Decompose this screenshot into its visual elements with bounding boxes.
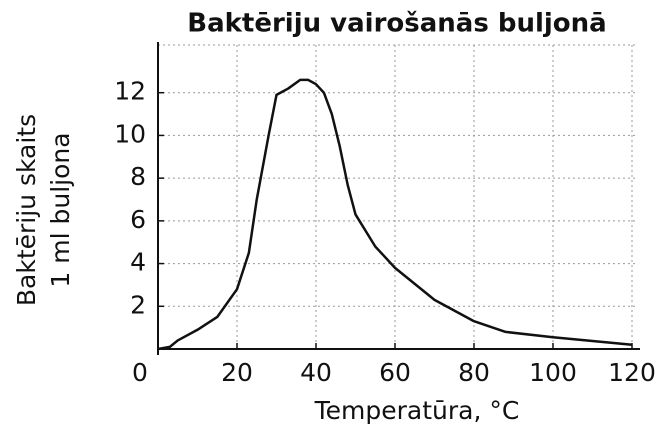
x-tick-label: 0 xyxy=(132,358,148,387)
x-tick-label: 60 xyxy=(379,358,411,387)
data-line xyxy=(157,78,633,351)
y-tick-label: 4 xyxy=(130,248,146,277)
y-tick-label: 8 xyxy=(130,162,146,191)
x-tick-label: 100 xyxy=(529,358,577,387)
x-tick-label: 80 xyxy=(458,358,490,387)
y-tick-label: 12 xyxy=(114,77,146,106)
y-tick-label: 6 xyxy=(130,205,146,234)
y-tick-label: 10 xyxy=(114,119,146,148)
y-tick-label: 2 xyxy=(130,290,146,319)
chart-title: Baktēriju vairošanās buljonā xyxy=(187,9,606,39)
x-tick-label: 120 xyxy=(608,358,656,387)
y-axis-title: Baktēriju skaits xyxy=(12,114,41,306)
y-axis-title: 1 ml buljona xyxy=(46,132,75,287)
x-axis-title: Temperatūra, °C xyxy=(314,396,520,425)
x-tick-label: 40 xyxy=(300,358,332,387)
x-tick-label: 20 xyxy=(221,358,253,387)
